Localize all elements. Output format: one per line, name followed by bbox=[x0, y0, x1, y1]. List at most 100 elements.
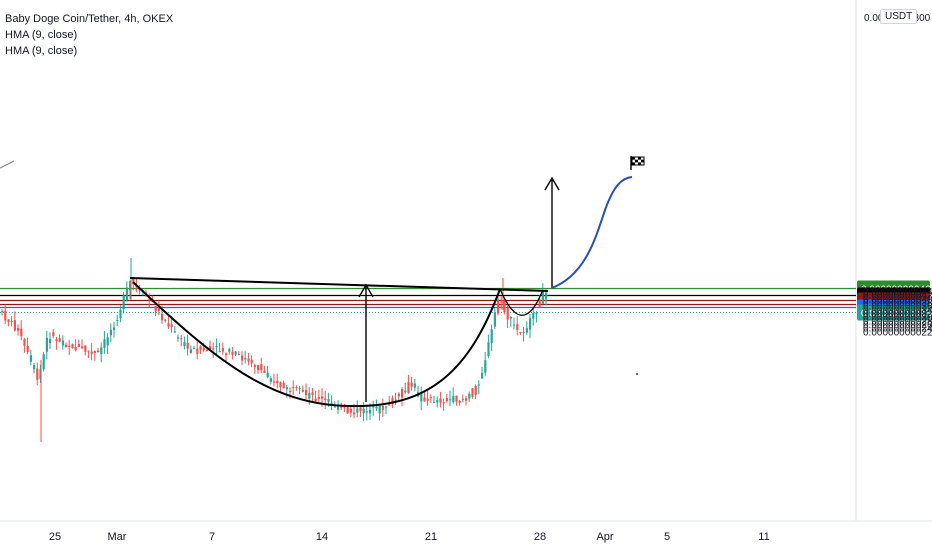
candle-body bbox=[212, 348, 215, 350]
candle-body bbox=[439, 398, 442, 403]
candle-body bbox=[372, 406, 375, 408]
rim-line[interactable] bbox=[129, 277, 549, 292]
candle-body bbox=[349, 408, 352, 413]
candle-body bbox=[458, 400, 461, 403]
candle-body bbox=[257, 365, 260, 371]
time-tick-label: 11 bbox=[758, 531, 769, 543]
candle-body bbox=[189, 349, 192, 353]
candle-body bbox=[538, 299, 541, 308]
candle-body bbox=[225, 353, 228, 356]
candle-body bbox=[161, 313, 164, 321]
candle-body bbox=[461, 398, 464, 400]
candle-body bbox=[215, 346, 218, 348]
candle-body bbox=[29, 355, 32, 362]
candle-body bbox=[426, 398, 429, 401]
trend-remnant-line[interactable] bbox=[0, 160, 15, 169]
candle-body bbox=[484, 360, 487, 373]
cup-curve[interactable] bbox=[132, 281, 501, 408]
candle-body bbox=[330, 402, 333, 404]
candle-body bbox=[135, 286, 138, 288]
candle-body bbox=[202, 347, 205, 351]
candle-body bbox=[205, 349, 208, 352]
candle-body bbox=[247, 358, 250, 362]
price-axis-top-label: 0.00 bbox=[864, 13, 884, 24]
candle-body bbox=[397, 393, 400, 397]
symbol-title[interactable]: Baby Doge Coin/Tether, 4h, OKEX bbox=[5, 13, 174, 25]
candle-body bbox=[311, 392, 314, 396]
candle-body bbox=[250, 359, 253, 364]
candle-body bbox=[298, 387, 301, 389]
candle-body bbox=[196, 348, 199, 354]
candle-body bbox=[71, 343, 74, 349]
candle-body bbox=[209, 346, 212, 350]
candle-body bbox=[119, 309, 122, 319]
projection-curve[interactable] bbox=[551, 176, 633, 289]
candle-body bbox=[77, 344, 80, 347]
candle-body bbox=[317, 396, 320, 399]
price-tick-label: 0.0000000004200 bbox=[863, 291, 932, 302]
candle-body bbox=[183, 341, 186, 346]
candle-body bbox=[337, 404, 340, 410]
candle-body bbox=[58, 338, 61, 342]
candle-body bbox=[13, 320, 16, 331]
candle-body bbox=[132, 278, 135, 285]
candle-body bbox=[308, 393, 311, 399]
candle-body bbox=[445, 398, 448, 401]
candle-body bbox=[346, 407, 349, 414]
candle-body bbox=[327, 399, 330, 402]
candle-body bbox=[122, 295, 125, 310]
time-tick-label: Mar bbox=[108, 531, 127, 543]
candle-body bbox=[541, 291, 544, 304]
candle-body bbox=[234, 351, 237, 355]
handle-curve[interactable] bbox=[499, 288, 543, 316]
candle-body bbox=[263, 370, 266, 373]
candle-body bbox=[429, 397, 432, 399]
candle-body bbox=[509, 317, 512, 319]
candle-body bbox=[343, 406, 346, 408]
candle-body bbox=[164, 319, 167, 321]
candle-body bbox=[385, 406, 388, 408]
candle-body bbox=[23, 339, 26, 346]
candle-body bbox=[391, 398, 394, 405]
candle-body bbox=[506, 308, 509, 320]
candle-body bbox=[186, 342, 189, 349]
candle-body bbox=[1, 311, 4, 313]
candle-body bbox=[481, 372, 484, 379]
checkered-flag-icon[interactable] bbox=[630, 156, 645, 170]
candle-body bbox=[177, 337, 180, 339]
candle-body bbox=[516, 324, 519, 330]
candle-body bbox=[356, 408, 359, 413]
candle-body bbox=[157, 307, 160, 311]
candle-body bbox=[362, 408, 365, 414]
candle-body bbox=[74, 346, 77, 351]
candle-body bbox=[525, 328, 528, 333]
indicator-hma-1[interactable]: HMA (9, close) bbox=[5, 29, 78, 41]
candle-body bbox=[353, 412, 356, 415]
currency-badge[interactable]: USDT bbox=[880, 9, 918, 24]
time-tick-label: 5 bbox=[664, 531, 670, 543]
candle-body bbox=[20, 328, 23, 337]
candle-body bbox=[100, 347, 103, 355]
price-tick-label: 0.0000000003400 bbox=[863, 305, 932, 316]
candle-body bbox=[42, 354, 45, 370]
candle-body bbox=[221, 348, 224, 352]
candle-body bbox=[55, 339, 58, 342]
candle-body bbox=[26, 345, 29, 353]
candle-body bbox=[237, 353, 240, 355]
candle-body bbox=[84, 345, 87, 352]
candle-body bbox=[529, 318, 532, 330]
indicator-hma-2[interactable]: HMA (9, close) bbox=[5, 45, 78, 57]
candle-body bbox=[324, 398, 327, 400]
candle-body bbox=[36, 368, 39, 380]
price-tick-label: 0.0000000002600 bbox=[863, 320, 932, 331]
candle-body bbox=[93, 351, 96, 353]
candle-body bbox=[500, 301, 503, 303]
price-tick-label: 0.0000000003800 bbox=[863, 298, 932, 309]
candle-body bbox=[61, 340, 64, 346]
cup-depth-arrowhead bbox=[358, 283, 374, 298]
chart-legend: Baby Doge Coin/Tether, 4h, OKEX HMA (9, … bbox=[5, 11, 173, 59]
candle-body bbox=[513, 324, 516, 326]
price-tick-label: 0.0000000004400 bbox=[863, 287, 932, 298]
candle-body bbox=[167, 323, 170, 327]
